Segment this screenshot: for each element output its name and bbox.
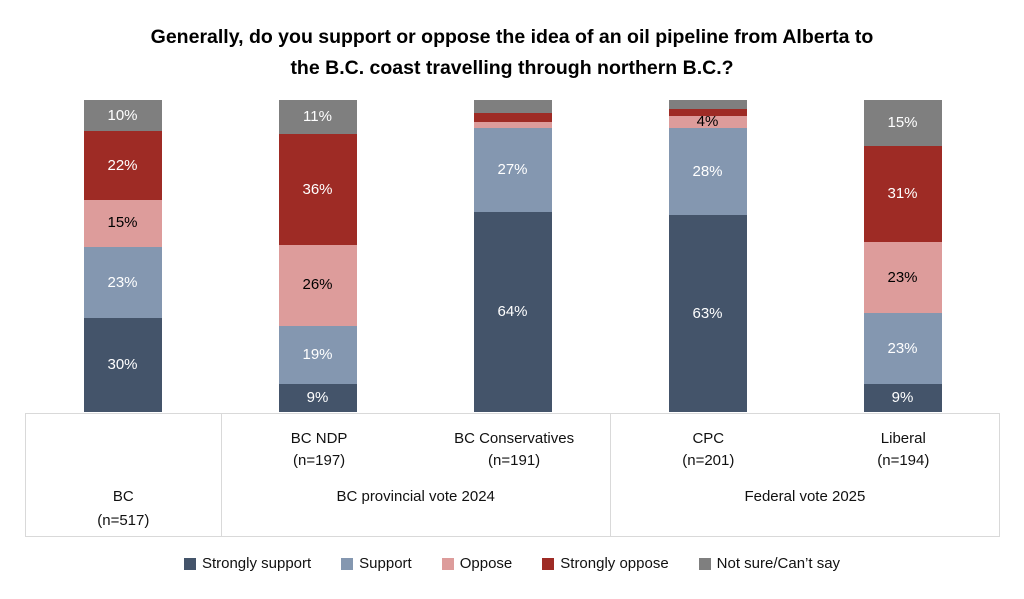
legend-swatch-icon bbox=[698, 557, 711, 570]
data-label: 4% bbox=[696, 112, 719, 130]
bar-segment: 28% bbox=[668, 128, 747, 216]
axis-group-label: Federal vote 2025 bbox=[611, 485, 999, 509]
legend-item: Strongly oppose bbox=[542, 555, 669, 572]
data-label: 23% bbox=[107, 273, 138, 291]
axis-category-name: BC NDP bbox=[290, 430, 348, 447]
axis-category-label: Liberal (n=194) bbox=[806, 428, 1001, 472]
bar-slot: 63% 28% 4% bbox=[610, 100, 805, 412]
axis-category-n: (n=201) bbox=[682, 452, 735, 469]
axis-group-name: BC bbox=[112, 488, 134, 505]
data-label: 23% bbox=[887, 339, 918, 357]
bar-segment: 9% bbox=[863, 384, 942, 412]
data-label: 36% bbox=[302, 180, 333, 198]
stacked-bar: 64% 27% bbox=[473, 100, 552, 412]
axis-category-label: BC Conservatives (n=191) bbox=[417, 428, 612, 472]
legend-item: Oppose bbox=[441, 555, 513, 572]
data-label: 11% bbox=[303, 108, 332, 126]
bar-segment: 9% bbox=[278, 384, 357, 412]
bar-segment: 23% bbox=[83, 246, 162, 319]
chart-title-line-1: Generally, do you support or oppose the … bbox=[150, 26, 874, 48]
bar-slot: 30% 23% 15% 22% 10% bbox=[25, 100, 220, 412]
bar-segment: 63% bbox=[668, 215, 747, 412]
axis-category-n: (n=191) bbox=[488, 452, 541, 469]
bar-segment: 27% bbox=[473, 128, 552, 213]
bar-slot: 64% 27% bbox=[415, 100, 610, 412]
data-label: 10% bbox=[107, 106, 138, 124]
category-axis: BC (n=517) BC NDP (n=197) BC Conservatives (n… bbox=[25, 413, 1000, 537]
legend-label: Not sure/Can’t say bbox=[716, 555, 841, 572]
chart-title: Generally, do you support or oppose the … bbox=[0, 22, 1024, 84]
data-label: 19% bbox=[302, 345, 333, 363]
bar-slot: 9% 23% 23% 31% 15% bbox=[805, 100, 1000, 412]
data-label: 23% bbox=[887, 268, 918, 286]
bar-segment: 31% bbox=[863, 146, 942, 243]
axis-category-name: CPC bbox=[692, 430, 725, 447]
axis-category-name: BC Conservatives bbox=[454, 430, 575, 447]
axis-group-name: Federal vote 2025 bbox=[744, 488, 866, 505]
axis-category-label: CPC (n=201) bbox=[611, 428, 806, 472]
legend-swatch-icon bbox=[183, 557, 196, 570]
data-label: 15% bbox=[107, 214, 138, 232]
legend-swatch-icon bbox=[441, 557, 454, 570]
bar-segment: 22% bbox=[83, 131, 162, 200]
bar-segment: 36% bbox=[278, 134, 357, 246]
bar-segment: 10% bbox=[83, 100, 162, 132]
axis-category-label: BC NDP (n=197) bbox=[222, 428, 417, 472]
legend-label: Support bbox=[359, 555, 412, 572]
legend-item: Strongly support bbox=[183, 555, 312, 572]
bar-segment: 15% bbox=[863, 100, 942, 147]
data-label: 26% bbox=[302, 276, 333, 294]
bar-segment: 30% bbox=[83, 318, 162, 412]
legend-swatch-icon bbox=[542, 557, 555, 570]
plot-area: 30% 23% 15% 22% 10% 9% 19% 26% 36% 11% 64% 27% 63% 28… bbox=[25, 100, 1000, 412]
bar-segment: 4% bbox=[668, 112, 747, 130]
axis-group-label: BC (n=517) bbox=[26, 485, 221, 533]
bar-segment bbox=[473, 100, 552, 113]
data-label: 31% bbox=[887, 185, 918, 203]
axis-group-cell: CPC (n=201) Liberal (n=194) Federal vote 202… bbox=[609, 414, 1001, 536]
data-label: 63% bbox=[692, 304, 723, 322]
legend-item: Support bbox=[341, 555, 412, 572]
data-label: 30% bbox=[107, 356, 138, 374]
legend-item: Not sure/Can’t say bbox=[698, 555, 841, 572]
legend-swatch-icon bbox=[341, 557, 354, 570]
data-label: 28% bbox=[692, 162, 723, 180]
legend-label: Oppose bbox=[459, 555, 513, 572]
bar-segment bbox=[668, 109, 747, 116]
axis-group-n: (n=517) bbox=[97, 512, 150, 529]
data-label: 9% bbox=[891, 389, 914, 407]
data-label: 9% bbox=[306, 389, 329, 407]
bar-segment: 15% bbox=[83, 199, 162, 247]
chart-title-line-2: the B.C. coast travelling through northe… bbox=[290, 57, 734, 79]
stacked-bar: 30% 23% 15% 22% 10% bbox=[83, 100, 162, 412]
stacked-bar: 9% 23% 23% 31% 15% bbox=[863, 100, 942, 412]
bar-segment: 23% bbox=[863, 242, 942, 314]
bar-segment bbox=[473, 112, 552, 122]
axis-group-name: BC provincial vote 2024 bbox=[336, 488, 495, 505]
bar-segment bbox=[473, 121, 552, 129]
legend: Strongly support Support Oppose Strongly op… bbox=[0, 555, 1024, 572]
stacked-bar: 9% 19% 26% 36% 11% bbox=[278, 100, 357, 412]
data-label: 64% bbox=[497, 303, 528, 321]
bar-segment: 64% bbox=[473, 212, 552, 412]
axis-category-name: Liberal bbox=[880, 430, 926, 447]
bar-segment bbox=[668, 100, 747, 110]
bar-segment: 11% bbox=[278, 100, 357, 134]
axis-group-cell: BC (n=517) bbox=[26, 414, 221, 536]
legend-label: Strongly support bbox=[201, 555, 312, 572]
data-label: 27% bbox=[497, 161, 528, 179]
data-label: 15% bbox=[887, 114, 918, 132]
bar-segment: 26% bbox=[278, 245, 357, 326]
bar-segment: 19% bbox=[278, 325, 357, 385]
axis-group-cell: BC NDP (n=197) BC Conservatives (n=191) BC p… bbox=[220, 414, 612, 536]
data-label: 22% bbox=[107, 156, 138, 174]
axis-group-label: BC provincial vote 2024 bbox=[222, 485, 610, 509]
legend-label: Strongly oppose bbox=[560, 555, 669, 572]
bar-slot: 9% 19% 26% 36% 11% bbox=[220, 100, 415, 412]
bar-segment: 23% bbox=[863, 313, 942, 385]
axis-category-n: (n=197) bbox=[293, 452, 346, 469]
stacked-bar: 63% 28% 4% bbox=[668, 100, 747, 412]
axis-category-n: (n=194) bbox=[877, 452, 930, 469]
